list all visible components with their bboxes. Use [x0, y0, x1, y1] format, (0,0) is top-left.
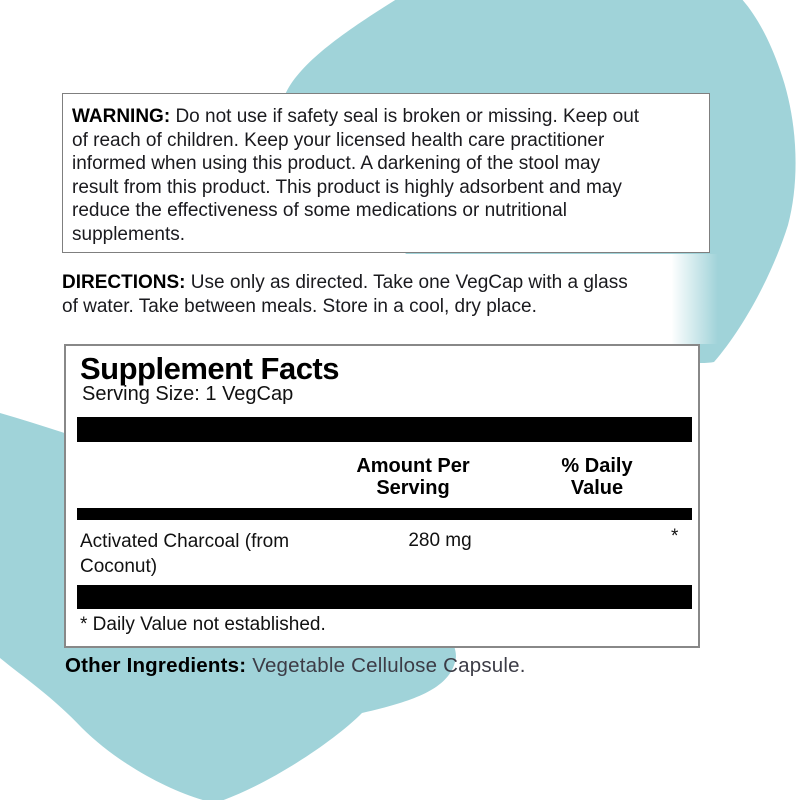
- divider-bar-thick-top: [77, 417, 692, 442]
- warning-body: Do not use if safety seal is broken or m…: [72, 106, 640, 245]
- divider-bar-thick-bottom: [77, 585, 692, 609]
- directions-text: DIRECTIONS: Use only as directed. Take o…: [62, 271, 710, 318]
- column-header-percent-daily-value: % Daily Value: [561, 455, 633, 499]
- warning-label: WARNING:: [72, 106, 171, 127]
- other-ingredients-label: Other Ingredients:: [65, 654, 247, 677]
- daily-value-footnote: * Daily Value not established.: [80, 614, 326, 635]
- directions-body: Use only as directed. Take one VegCap wi…: [62, 272, 628, 317]
- directions-background-band: [54, 254, 718, 344]
- divider-bar-medium: [77, 508, 692, 520]
- directions-label: DIRECTIONS:: [62, 272, 186, 293]
- warning-box: WARNING: Do not use if safety seal is br…: [62, 93, 710, 253]
- serving-size: Serving Size: 1 VegCap: [82, 383, 294, 405]
- other-ingredients: Other Ingredients: Vegetable Cellulose C…: [65, 654, 526, 678]
- warning-text: WARNING: Do not use if safety seal is br…: [72, 105, 699, 246]
- ingredient-row-amount: 280 mg: [408, 530, 472, 551]
- ingredient-row-name: Activated Charcoal (from Coconut): [80, 531, 290, 577]
- column-header-amount-per-serving: Amount Per Serving: [356, 455, 470, 499]
- supplement-facts-panel: Supplement Facts Serving Size: 1 VegCap …: [64, 344, 700, 648]
- directions: DIRECTIONS: Use only as directed. Take o…: [62, 271, 710, 318]
- other-ingredients-value: Vegetable Cellulose Capsule.: [252, 654, 526, 677]
- supplement-facts-title: Supplement Facts: [80, 351, 340, 386]
- ingredient-row-daily-value: *: [671, 526, 679, 547]
